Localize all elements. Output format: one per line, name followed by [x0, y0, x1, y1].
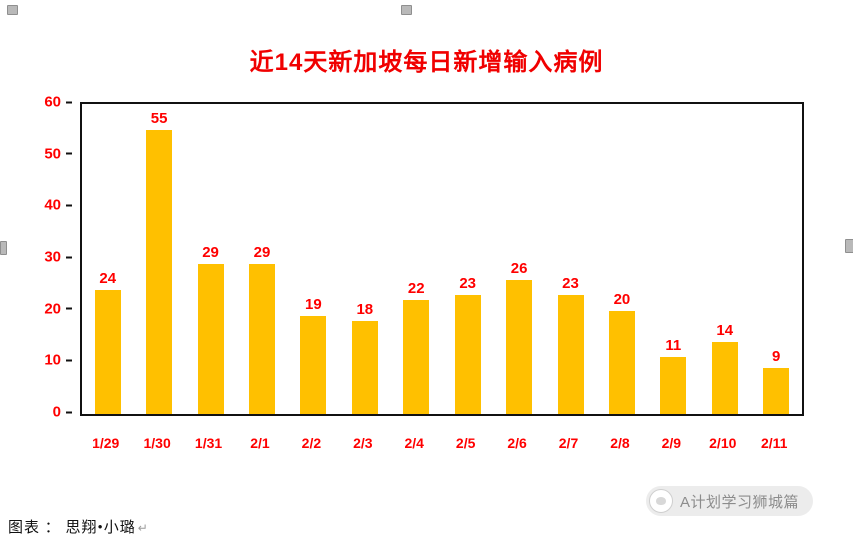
x-tick-label: 2/7 — [558, 435, 579, 451]
y-tick-label: 50 — [28, 146, 74, 161]
x-tick-label: 1/29 — [92, 435, 120, 451]
bar-value-label: 9 — [772, 347, 781, 365]
x-tick-label: 2/11 — [760, 435, 788, 451]
bar-slot: 14 — [699, 104, 750, 414]
watermark-text: A计划学习狮城篇 — [679, 493, 799, 511]
y-tick-label: 10 — [28, 353, 74, 368]
bar-2/4 — [403, 300, 430, 414]
y-tick-label: 60 — [28, 95, 74, 110]
bar-slot: 23 — [442, 104, 493, 414]
x-tick-label: 2/5 — [455, 435, 476, 451]
bar-value-label: 23 — [562, 275, 579, 293]
bar-value-label: 29 — [253, 244, 271, 262]
x-tick-label: 2/3 — [353, 435, 373, 451]
bar-value-label: 19 — [305, 295, 322, 313]
object-handle-middle-right[interactable] — [845, 239, 853, 253]
bar-slot: 20 — [596, 104, 647, 414]
paragraph-mark: ↵ — [137, 521, 149, 535]
bar-value-label: 22 — [407, 280, 425, 298]
object-handle-top-center[interactable] — [401, 5, 412, 15]
watermark-logo-icon — [648, 489, 673, 513]
x-tick-label: 2/1 — [250, 435, 270, 451]
bar-value-label: 55 — [150, 109, 168, 127]
bar-2/1 — [248, 264, 275, 414]
bar-slot: 29 — [236, 104, 287, 414]
x-tick-label: 2/2 — [301, 435, 322, 451]
x-tick-label: 2/10 — [709, 435, 737, 451]
bar-value-label: 20 — [613, 290, 631, 308]
bar-value-label: 11 — [665, 337, 682, 355]
bar-2/2 — [300, 315, 327, 414]
bar-slot: 23 — [545, 104, 596, 414]
bar-value-label: 29 — [202, 244, 219, 262]
bar-slot: 9 — [750, 104, 801, 414]
x-tick-label: 2/4 — [404, 435, 424, 451]
bar-value-label: 18 — [356, 301, 374, 318]
bar-2/8 — [608, 310, 635, 414]
bar-2/10 — [711, 341, 738, 414]
bar-slot: 55 — [133, 104, 184, 414]
chart-title: 近14天新加坡每日新增输入病例 — [249, 49, 604, 76]
bar-slot: 26 — [493, 104, 544, 414]
bar-2/7 — [557, 295, 584, 414]
chart-credit-text: 图表 ： 思翔•小璐 — [8, 520, 136, 536]
y-tick-label: 20 — [28, 301, 74, 316]
x-tick-label: 2/8 — [610, 435, 630, 451]
object-handle-top-left[interactable] — [7, 5, 18, 15]
bar-slot: 11 — [648, 104, 699, 414]
x-tick-label: 2/6 — [507, 435, 527, 451]
bar-value-label: 14 — [716, 321, 734, 339]
bar-1/31 — [197, 264, 224, 414]
bar-2/9 — [660, 357, 687, 414]
object-handle-middle-left[interactable] — [0, 241, 7, 255]
bar-slot: 18 — [339, 104, 390, 414]
x-tick-label: 1/31 — [194, 435, 223, 451]
bar-2/6 — [506, 279, 533, 414]
x-tick-label: 2/9 — [661, 435, 682, 451]
bar-2/3 — [351, 321, 378, 414]
bar-2/11 — [763, 367, 790, 414]
bar-slot: 24 — [82, 104, 133, 414]
y-tick-label: 0 — [28, 405, 74, 420]
y-tick-label: 30 — [28, 250, 74, 265]
x-tick-label: 1/30 — [143, 435, 171, 451]
watermark: A计划学习狮城篇 — [645, 486, 813, 516]
bar-value-label: 26 — [510, 259, 528, 277]
chart-credit: 图表 ： 思翔•小璐 ↵ — [8, 516, 149, 537]
bar-1/29 — [94, 290, 121, 414]
y-tick-label: 40 — [28, 198, 74, 213]
bar-2/5 — [454, 295, 481, 414]
bar-value-label: 23 — [459, 275, 476, 293]
bar-1/30 — [146, 129, 173, 414]
bar-slot: 29 — [185, 104, 236, 414]
bar-slot: 22 — [391, 104, 442, 414]
y-axis: 0 10 20 30 40 50 60 — [28, 95, 74, 420]
plot-area: 24 55 29 29 19 18 22 23 26 23 20 11 14 9 — [80, 102, 804, 416]
x-axis: 1/29 1/30 1/31 2/1 2/2 2/3 2/4 2/5 2/6 2/7 2/8 2/9 2… — [80, 432, 800, 454]
bar-slot: 19 — [288, 104, 339, 414]
bar-value-label: 24 — [99, 270, 117, 287]
